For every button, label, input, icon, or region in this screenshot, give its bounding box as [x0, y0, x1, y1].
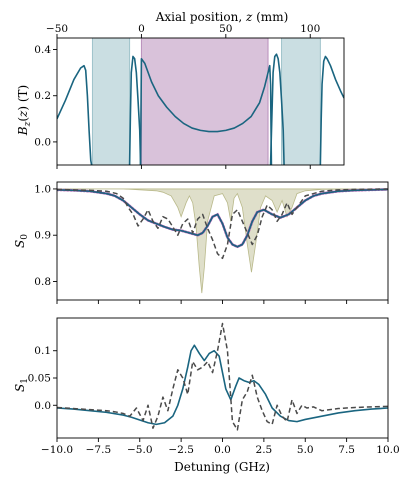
- y-tick-label: 0.0: [34, 400, 51, 412]
- s0-panel: 0.8 0.9 1.0: [34, 181, 389, 304]
- top-axis-title-unit: (mm): [252, 10, 288, 24]
- detuning-axis-title: Detuning (GHz): [174, 460, 270, 474]
- field-y-symbol: B: [16, 126, 30, 136]
- axes-frame: [56, 37, 345, 166]
- x-tick-label: 7.5: [338, 444, 355, 456]
- x-tick-label: 2.5: [256, 444, 273, 456]
- s0-y-symbol: S: [13, 240, 27, 248]
- series-1-solid-line: [128, 55, 142, 165]
- plot-area: [57, 322, 388, 431]
- x-tick-label: 0.0: [214, 444, 231, 456]
- x-tick-label-top: −50: [46, 23, 68, 35]
- field-y-arg: z: [16, 110, 30, 118]
- shaded-region-2: [281, 38, 321, 165]
- field-profile-panel: 0.0 0.2 0.4 −50 0 50 100: [34, 23, 345, 169]
- series-1-dashed-line: [57, 322, 388, 431]
- field-y-subscript: z: [23, 121, 33, 127]
- y-tick-label: 0.9: [34, 230, 51, 242]
- series-2-dashed-line: [57, 188, 388, 260]
- field-y-axis-title: Bz(z) (T): [16, 85, 33, 136]
- y-tick-label: 0.1: [34, 345, 51, 357]
- axes-frame: [56, 181, 389, 301]
- x-tick-label-top: 0: [138, 23, 145, 35]
- y-tick-label: 0.0: [34, 136, 51, 148]
- shaded-region-0: [92, 38, 130, 165]
- series-0-solid-line: [57, 344, 388, 426]
- series-0-solid-line: [57, 64, 93, 165]
- plot-area: [57, 38, 344, 165]
- y-tick-label: 0.8: [34, 276, 51, 288]
- field-y-unit: ) (T): [16, 85, 30, 111]
- s1-y-subscript: 1: [20, 378, 30, 384]
- y-tick-label: 0.4: [34, 44, 51, 56]
- x-tick-label: −2.5: [168, 444, 194, 456]
- x-tick-label: −5.0: [127, 444, 153, 456]
- s0-y-axis-title: S0: [13, 234, 30, 248]
- y-tick-label: 0.2: [34, 90, 51, 102]
- s1-y-symbol: S: [13, 384, 27, 392]
- x-tick-label: 5.0: [297, 444, 314, 456]
- series-3-solid-line: [269, 53, 285, 165]
- s1-y-axis-title: S1: [13, 378, 30, 392]
- x-tick-label: −7.5: [86, 444, 112, 456]
- y-tick-label: 1.0: [34, 183, 51, 195]
- s1-panel: 0.0 0.05 0.1 −10.0 −7.5 −5.0 −2.5 0.0 2.5 5.0 7.5 1…: [28, 317, 400, 456]
- x-tick-label: 10.0: [376, 444, 399, 456]
- transmission-band: [57, 188, 388, 294]
- s0-y-subscript: 0: [20, 234, 30, 240]
- x-tick-label: −10.0: [41, 444, 73, 456]
- top-axis-title-prefix: Axial position,: [155, 10, 246, 24]
- x-tick-label-top: 50: [219, 23, 232, 35]
- series-4-solid-line: [319, 55, 344, 165]
- series-1-solid-line: [57, 188, 388, 248]
- x-tick-label-top: 100: [300, 23, 320, 35]
- shaded-region-1: [141, 38, 269, 165]
- plot-area: [57, 188, 388, 294]
- top-axis-title-variable: z: [245, 10, 253, 24]
- y-tick-label: 0.05: [28, 373, 51, 385]
- series-0-data-points: [57, 188, 388, 249]
- field-y-open: (: [16, 117, 30, 122]
- series-2-solid-line: [139, 57, 273, 165]
- axes-frame: [56, 317, 389, 439]
- top-axis-title: Axial position, z (mm): [155, 10, 289, 24]
